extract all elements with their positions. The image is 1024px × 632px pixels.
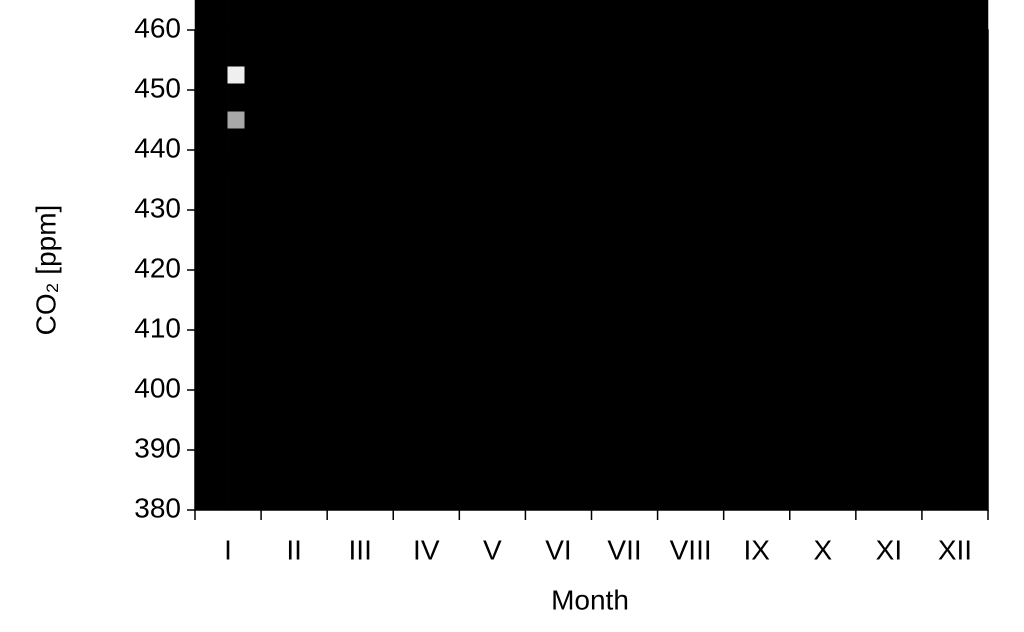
y-tick-label: 460 <box>134 12 181 43</box>
legend-swatch <box>226 155 246 175</box>
x-tick-label: IX <box>743 534 770 565</box>
x-tick-label: VI <box>545 534 571 565</box>
legend-swatch <box>226 65 246 85</box>
y-axis-label: CO₂ [ppm] <box>30 205 61 336</box>
x-tick-label: VIII <box>670 534 712 565</box>
legend-label: Fossil fuels burning <box>259 57 500 88</box>
x-tick-label: III <box>349 534 372 565</box>
x-tick-label: XI <box>876 534 902 565</box>
legend-label: Biogenic <box>259 102 366 133</box>
y-tick-label: 410 <box>134 312 181 343</box>
y-tick-label: 450 <box>134 72 181 103</box>
y-tick-label: 390 <box>134 432 181 463</box>
y-tick-label: 440 <box>134 132 181 163</box>
legend-label: Background <box>259 147 408 178</box>
y-tick-label: 420 <box>134 252 181 283</box>
legend-swatch <box>226 110 246 130</box>
y-tick-label: 380 <box>134 492 181 523</box>
area-edge <box>954 0 989 511</box>
x-tick-label: XII <box>938 534 972 565</box>
x-tick-label: I <box>224 534 232 565</box>
area-edge <box>194 0 229 511</box>
x-axis-label: Month <box>551 584 629 615</box>
x-tick-label: X <box>813 534 832 565</box>
y-tick-label: 430 <box>134 192 181 223</box>
x-tick-label: V <box>483 534 502 565</box>
x-tick-label: VII <box>607 534 641 565</box>
x-tick-label: IV <box>413 534 440 565</box>
x-tick-label: II <box>286 534 302 565</box>
y-tick-label: 400 <box>134 372 181 403</box>
